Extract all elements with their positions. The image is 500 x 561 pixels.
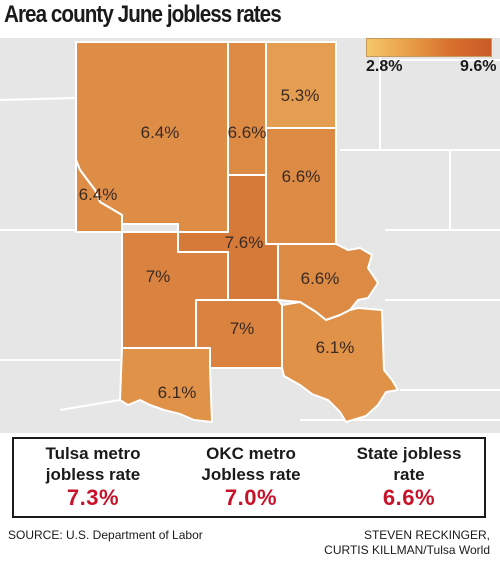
county-label: 6.4% (79, 185, 118, 204)
stat-state-label: State jobless rate (356, 444, 462, 484)
county-7 (265, 243, 379, 321)
county-label: 6.6% (282, 167, 321, 186)
county-4 (75, 159, 123, 233)
county-10 (119, 347, 213, 423)
background-boundaries (0, 50, 500, 421)
county-label: 6.6% (301, 269, 340, 288)
legend-max-label: 9.6% (460, 58, 497, 75)
credit-line: STEVEN RECKINGER, CURTIS KILLMAN/Tulsa W… (324, 528, 490, 557)
stat-state-value: 6.6% (382, 485, 436, 510)
county-1 (227, 41, 267, 176)
stat-tulsa-value: 7.3% (66, 485, 120, 510)
stat-okc: OKC metro Jobless rate 7.0% (172, 443, 330, 511)
county-label: 6.1% (316, 338, 355, 357)
county-label: 7% (146, 267, 171, 286)
color-legend: 2.8% 9.6% (366, 38, 496, 82)
stat-tulsa: Tulsa metro jobless rate 7.3% (14, 443, 172, 511)
county-label: 5.3% (281, 86, 320, 105)
legend-gradient-bar (366, 38, 492, 57)
county-label: 7.6% (225, 233, 264, 252)
county-label: 6.4% (141, 123, 180, 142)
county-map: 6.4% 6.6% 5.3% 6.6% 6.4% 7.6% 7% 6.6% 7%… (0, 41, 500, 423)
source-note: SOURCE: U.S. Department of Labor (8, 528, 203, 542)
stat-state: State jobless rate 6.6% (330, 443, 488, 511)
map-area: 6.4% 6.6% 5.3% 6.6% 6.4% 7.6% 7% 6.6% 7%… (0, 38, 500, 433)
county-9 (281, 301, 399, 423)
county-label: 6.6% (228, 123, 267, 142)
legend-min-label: 2.8% (366, 58, 403, 75)
stat-tulsa-label: Tulsa metro jobless rate (45, 444, 141, 484)
stats-box: Tulsa metro jobless rate 7.3% OKC metro … (12, 437, 486, 518)
stat-okc-label: OKC metro Jobless rate (201, 444, 301, 484)
map-title: Area county June jobless rates (4, 1, 282, 28)
stat-okc-value: 7.0% (224, 485, 278, 510)
county-label: 6.1% (158, 383, 197, 402)
county-label: 7% (230, 319, 255, 338)
county-3 (265, 127, 337, 245)
county-2 (265, 41, 337, 129)
